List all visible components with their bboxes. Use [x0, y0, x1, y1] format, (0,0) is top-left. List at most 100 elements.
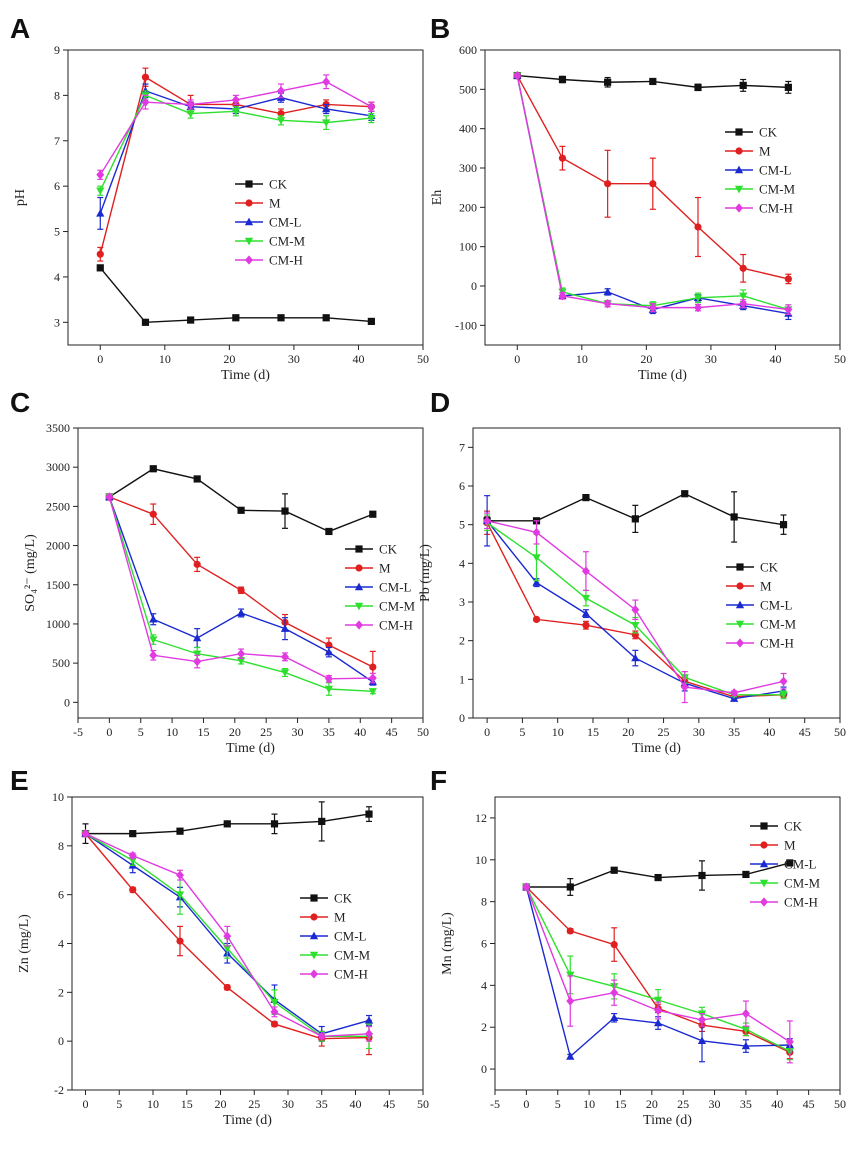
- panel-b-cm-h-point: [603, 299, 612, 309]
- panel-a-frame: [67, 49, 424, 346]
- panel-a-cm-m-point: [96, 187, 105, 196]
- panel-e-legend: CK M CM-L CM-M CM-H: [300, 891, 371, 982]
- panel-a-series-cm-h: [96, 74, 376, 180]
- panel-b-ck-point: [649, 77, 657, 86]
- panel-f-ck-point: [698, 871, 706, 880]
- panel-c-legend-marker: [354, 582, 364, 591]
- panel-c-x-tick-label: 15: [197, 725, 209, 739]
- panel-f-x-axis-label: Time (d): [643, 1113, 692, 1128]
- panel-e-ck-point: [365, 810, 373, 818]
- panel-c-m-point: [237, 586, 245, 594]
- panel-f-series-ck: [522, 859, 794, 896]
- panel-c-series-ck: [105, 465, 377, 536]
- panel-f: F -5 0 5 10 15 20 25 30 35 40 45 50 0 2 4 6 8 10 12 Time (d)…: [430, 765, 846, 1128]
- panel-f-x-tick-label: 10: [583, 1097, 595, 1111]
- panel-c-ck-point: [193, 475, 201, 483]
- panel-c-cm-l-point: [324, 647, 334, 656]
- panel-c-y-tick-label: 2500: [46, 499, 70, 513]
- panel-d-x-tick-label: 0: [484, 725, 490, 739]
- panel-e-y-tick-label: 0: [58, 1034, 64, 1048]
- panel-d-legend-marker: [735, 600, 745, 609]
- panel-d-letter: D: [430, 387, 450, 418]
- panel-a-ck-point: [187, 316, 195, 324]
- panel-b-m-point: [604, 180, 612, 188]
- panel-a-x-tick-label: 40: [352, 352, 364, 366]
- panel-d-cm-m-point: [631, 621, 640, 630]
- panel-f-legend-marker: [760, 841, 768, 849]
- panel-b-ck-point: [558, 75, 567, 84]
- panel-d-x-tick-label: 45: [799, 725, 811, 739]
- panel-d-cm-h-point: [483, 516, 492, 526]
- panel-a-cm-h-point: [367, 102, 376, 112]
- panel-c-legend-label: CK: [379, 542, 398, 557]
- panel-a-ck-point: [96, 264, 104, 272]
- panel-f-x-tick-label: 15: [614, 1097, 626, 1111]
- panel-d-m-point: [532, 615, 541, 624]
- panel-f-series-cm-m: [522, 883, 794, 1061]
- panel-d-series-cm-h: [483, 512, 788, 704]
- panel-e-x-axis-label: Time (d): [223, 1113, 272, 1128]
- panel-a-legend: CK M CM-L CM-M CM-H: [235, 177, 306, 268]
- panel-a-m-point: [141, 73, 150, 81]
- panel-c-legend-label: CM-M: [379, 599, 416, 614]
- panel-c-y-tick-label: 1000: [46, 617, 70, 631]
- panel-d-legend-marker: [736, 638, 744, 648]
- panel-b-y-tick-label: 100: [459, 240, 477, 254]
- panel-f-legend-label: CK: [784, 819, 803, 834]
- panel-a-legend-label: M: [269, 196, 281, 211]
- panel-f-y-axis-label: Mn (mg/L): [440, 912, 455, 975]
- panel-e-cm-h-point: [223, 931, 232, 941]
- panel-b-cm-h-point: [513, 70, 522, 81]
- panel-b-y-tick-label: 0: [471, 279, 477, 293]
- panel-c-series-cm-h: [105, 492, 377, 684]
- panel-f-ck-point: [610, 866, 618, 874]
- panel-a-ck-line: [99, 267, 372, 324]
- panel-f-x-tick-label: -5: [490, 1097, 500, 1111]
- panel-b-ck-point: [694, 83, 702, 91]
- panel-c-legend-marker: [355, 564, 363, 572]
- panel-b-cm-l-point: [603, 287, 612, 296]
- panel-c-letter: C: [10, 387, 30, 418]
- panel-a-cm-l-point: [322, 104, 331, 113]
- panel-a-y-tick-label: 5: [54, 225, 60, 239]
- panel-e-cm-h-point: [270, 1007, 279, 1017]
- panel-a-cm-m-point: [367, 114, 376, 123]
- panel-f-legend: CK M CM-L CM-M CM-H: [750, 819, 821, 910]
- panel-e-m-point: [129, 886, 137, 894]
- panel-e-legend-marker: [310, 913, 318, 921]
- panel-a-ck-point: [141, 318, 150, 326]
- panel-f-cm-l-point: [653, 1018, 663, 1027]
- panel-c-y-axis-label: SO₄²⁻ (mg/L): [23, 534, 38, 612]
- panel-d-frame: [472, 427, 841, 719]
- panel-c-legend-label: CM-L: [379, 580, 412, 595]
- panel-e-frame: [71, 796, 424, 1091]
- panel-e-series-cm-h: [81, 828, 373, 1042]
- panel-b-m-point: [558, 154, 567, 162]
- panel-a-y-tick-label: 6: [54, 179, 60, 193]
- panel-d-ck-point: [631, 515, 639, 523]
- panel-a-ck-point: [367, 317, 375, 325]
- panel-c-cm-h-point: [237, 649, 246, 659]
- panel-e-x-tick-label: 45: [383, 1097, 395, 1111]
- panel-a-y-tick-label: 8: [54, 88, 60, 102]
- panel-a-series-ck: [96, 264, 375, 326]
- panel-e-ck-point: [176, 827, 184, 835]
- panel-e-legend-label: CM-L: [334, 929, 367, 944]
- panel-e-m-point: [176, 937, 184, 945]
- panel-a-cm-m-point: [231, 108, 240, 116]
- panel-f-cm-h-point: [566, 996, 575, 1006]
- panel-e-y-axis-label: Zn (mg/L): [17, 914, 32, 973]
- panel-e-cm-m-point: [128, 857, 137, 865]
- panel-c-legend-marker: [354, 602, 364, 611]
- panel-a-ck-point: [232, 314, 240, 322]
- panel-e-x-tick-label: 50: [417, 1097, 429, 1111]
- panel-e-y-tick-label: 6: [58, 888, 64, 902]
- panel-d-cm-m-point: [581, 594, 591, 603]
- panel-e-ck-point: [223, 820, 231, 828]
- panel-c-m-point: [369, 663, 377, 671]
- panel-c-cm-m-point: [149, 636, 158, 644]
- panel-d-legend: CK M CM-L CM-M CM-H: [726, 560, 797, 651]
- panel-d-y-tick-label: 3: [459, 595, 465, 609]
- panel-f-x-tick-label: 35: [740, 1097, 752, 1111]
- panel-f-cm-h-point: [741, 1008, 750, 1019]
